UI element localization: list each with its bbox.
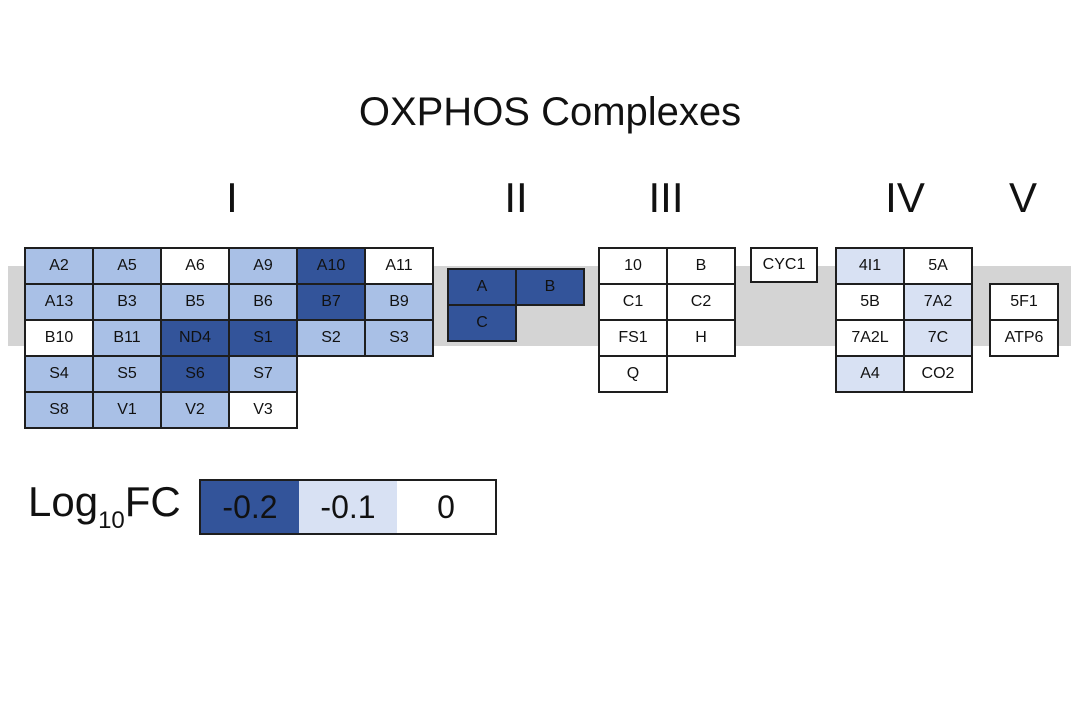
empty-slot (298, 357, 366, 393)
empty-slot (298, 393, 366, 429)
legend-swatch: 0 (397, 481, 495, 533)
complex-IV-label: IV (885, 174, 925, 221)
subunit-7c: 7C (905, 321, 973, 357)
empty-slot (668, 357, 736, 393)
subunit-b: B (517, 270, 585, 306)
subunit-s3: S3 (366, 321, 434, 357)
subunit-b5: B5 (162, 285, 230, 321)
subunit-7a2: 7A2 (905, 285, 973, 321)
subunit-a9: A9 (230, 249, 298, 285)
subunit-atp6: ATP6 (991, 321, 1059, 357)
subunit-a6: A6 (162, 249, 230, 285)
subunit-c: C (449, 306, 517, 342)
subunit-s2: S2 (298, 321, 366, 357)
legend-swatch: -0.2 (201, 481, 299, 533)
empty-slot (366, 357, 434, 393)
subunit-v2: V2 (162, 393, 230, 429)
complex-IV-grid: 4I1 5A 5B 7A2 7A2L 7C A4 CO2 (835, 247, 973, 393)
legend-label: Log10FC (28, 478, 181, 534)
subunit-cyc1: CYC1 (752, 249, 818, 283)
subunit-b11: B11 (94, 321, 162, 357)
complex-III-grid: 10 B C1 C2 FS1 H Q (598, 247, 736, 393)
subunit-v3: V3 (230, 393, 298, 429)
diagram-title: OXPHOS Complexes (358, 90, 742, 134)
subunit-q: Q (600, 357, 668, 393)
subunit-c1: C1 (600, 285, 668, 321)
subunit-a: A (449, 270, 517, 306)
subunit-b6: B6 (230, 285, 298, 321)
subunit-a10: A10 (298, 249, 366, 285)
subunit-s4: S4 (26, 357, 94, 393)
complex-III-label: III (648, 174, 684, 221)
subunit-fs1: FS1 (600, 321, 668, 357)
subunit-a5: A5 (94, 249, 162, 285)
subunit-c2: C2 (668, 285, 736, 321)
subunit-nd4: ND4 (162, 321, 230, 357)
subunit-4i1: 4I1 (837, 249, 905, 285)
empty-slot (517, 306, 585, 342)
subunit-s7: S7 (230, 357, 298, 393)
subunit-a11: A11 (366, 249, 434, 285)
subunit-b7: B7 (298, 285, 366, 321)
empty-slot (366, 393, 434, 429)
cyc1-grid: CYC1 (750, 247, 818, 283)
subunit-b9: B9 (366, 285, 434, 321)
subunit-s6: S6 (162, 357, 230, 393)
subunit-h: H (668, 321, 736, 357)
subunit-s8: S8 (26, 393, 94, 429)
subunit-5f1: 5F1 (991, 285, 1059, 321)
subunit-b3: B3 (94, 285, 162, 321)
subunit-s1: S1 (230, 321, 298, 357)
color-legend: -0.2 -0.1 0 (199, 479, 497, 535)
subunit-v1: V1 (94, 393, 162, 429)
complex-I-label: I (226, 174, 238, 221)
complex-V-label: V (1008, 174, 1037, 221)
subunit-a2: A2 (26, 249, 94, 285)
subunit-s5: S5 (94, 357, 162, 393)
subunit-co2: CO2 (905, 357, 973, 393)
complex-I-grid: A2 A5 A6 A9 A10 A11 A13 B3 B5 B6 B7 B9 B10 B11 ND4 S1 S2… (24, 247, 434, 429)
subunit-b10: B10 (26, 321, 94, 357)
subunit-5a: 5A (905, 249, 973, 285)
subunit-a4: A4 (837, 357, 905, 393)
complex-V-grid: 5F1 ATP6 (989, 283, 1059, 357)
subunit-7a2l: 7A2L (837, 321, 905, 357)
subunit-a13: A13 (26, 285, 94, 321)
subunit-5b: 5B (837, 285, 905, 321)
complex-II-label: II (504, 174, 528, 221)
subunit-b: B (668, 249, 736, 285)
subunit-10: 10 (600, 249, 668, 285)
legend-swatch: -0.1 (299, 481, 397, 533)
